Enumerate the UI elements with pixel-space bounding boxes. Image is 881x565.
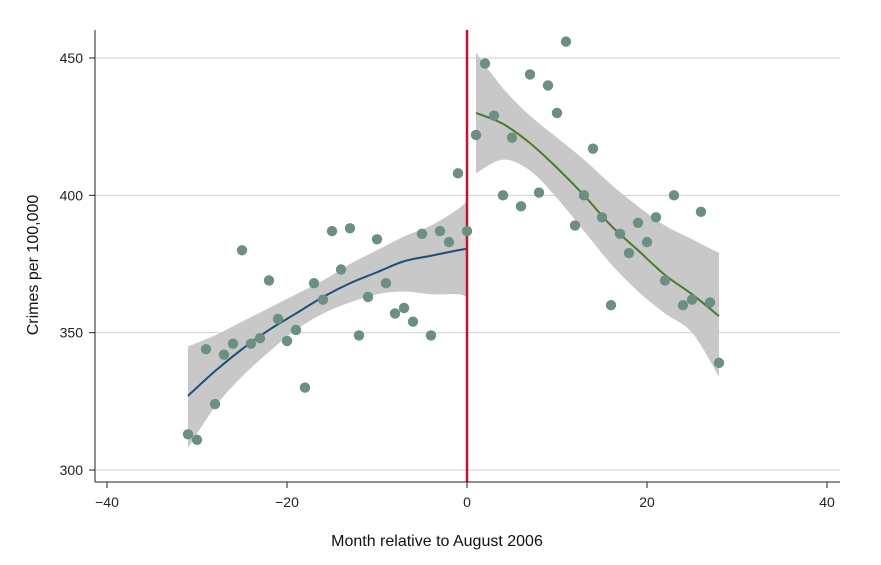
data-point [668,190,680,201]
data-point [452,168,464,179]
data-point [551,107,563,119]
data-point [632,217,644,228]
data-point [461,225,473,237]
data-point [344,223,356,234]
x-tick-label: 20 [639,494,655,510]
data-point [542,80,554,91]
fit-lines [187,112,720,397]
data-point [470,129,482,141]
data-point [659,275,671,286]
data-points [182,36,725,445]
fit-line-right [475,112,720,317]
data-point [596,212,608,223]
x-ticks: −40 −20 0 20 40 [95,482,835,510]
x-tick-label: −20 [275,494,299,510]
data-point [389,308,401,319]
data-point [281,335,293,347]
data-point [335,264,347,275]
data-point [308,278,320,289]
x-tick-label: −40 [95,494,119,510]
data-point [218,349,230,360]
data-point [605,300,617,311]
data-point [380,278,392,289]
data-point [209,398,221,410]
data-point [479,58,491,69]
data-point [371,234,383,245]
data-point [317,294,329,305]
fit-line-left [187,247,468,397]
data-point [407,316,419,327]
data-point [236,245,248,256]
x-tick-label: 40 [819,494,835,510]
data-point [497,190,509,201]
data-point [299,382,311,393]
data-point [272,313,284,325]
data-point [245,338,257,349]
data-point [614,228,626,239]
x-axis-title: Month relative to August 2006 [331,533,543,550]
y-tick-label: 450 [60,50,84,66]
data-point [560,36,572,47]
y-tick-label: 300 [60,462,84,478]
data-point [290,324,302,336]
data-point [434,225,446,237]
y-tick-label: 350 [60,325,84,341]
data-point [398,302,410,314]
data-point [263,275,275,286]
data-point [443,236,455,248]
data-point [191,434,203,445]
data-point [254,332,266,344]
data-point [524,69,536,80]
data-point [623,247,635,259]
data-point [353,330,365,341]
x-tick-label: 0 [463,494,471,510]
data-point [362,291,374,303]
data-point [200,343,212,355]
data-point [569,220,581,231]
data-point [704,297,716,308]
data-point [578,190,590,201]
data-point [488,110,500,121]
data-point [416,228,428,239]
data-point [227,338,239,349]
confidence-band-right [476,52,719,377]
data-point [686,294,698,305]
data-point [641,236,653,248]
data-point [506,132,518,143]
data-point [425,330,437,341]
data-point [650,212,662,223]
y-tick-label: 400 [60,187,84,203]
data-point [533,187,545,198]
data-point [587,143,599,154]
data-point [515,201,527,212]
data-point [326,225,338,237]
data-point [695,206,707,218]
data-point [182,429,194,440]
data-point [713,357,725,369]
y-ticks: 300 350 400 450 [60,50,95,478]
data-point [677,300,689,311]
y-axis-title: Crimes per 100,000 [25,195,42,336]
